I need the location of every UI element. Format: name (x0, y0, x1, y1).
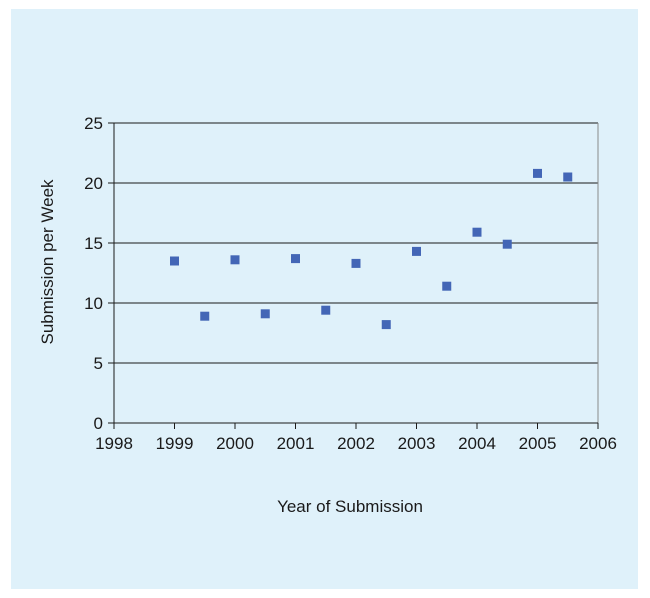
y-tick-labels: 0 5 10 15 20 25 (84, 114, 103, 433)
x-tick-label-2003: 2003 (398, 434, 436, 453)
y-tick-label-0: 0 (94, 414, 103, 433)
plot-area (114, 123, 598, 423)
data-point-3 (230, 255, 240, 265)
chart-panel: 0 5 10 15 20 25 1998 1999 2000 2001 2002 2003 2004 2… (11, 9, 638, 589)
x-tick-label-2006: 2006 (579, 434, 617, 453)
data-point-1 (170, 256, 179, 266)
x-tick-label-2005: 2005 (519, 434, 557, 453)
data-point-4 (260, 309, 270, 319)
x-tick-label-2000: 2000 (216, 434, 254, 453)
scatter-chart: 0 5 10 15 20 25 1998 1999 2000 2001 2002 2003 2004 2… (38, 114, 617, 516)
x-tick-label-1998: 1998 (95, 434, 133, 453)
data-point-5 (291, 254, 300, 264)
y-tick-label-10: 10 (84, 294, 103, 313)
x-tick-label-2001: 2001 (277, 434, 315, 453)
y-axis-title: Submission per Week (38, 179, 57, 345)
x-axis-title: Year of Submission (277, 497, 423, 516)
y-tick-label-15: 15 (84, 234, 103, 253)
data-point-2 (200, 311, 210, 321)
x-tick-labels: 1998 1999 2000 2001 2002 2003 2004 2005 2006 (95, 434, 617, 453)
data-points (170, 168, 573, 330)
axes (108, 122, 599, 429)
y-tick-label-20: 20 (84, 174, 103, 193)
gridlines (114, 122, 598, 364)
x-tick-label-1999: 1999 (156, 434, 194, 453)
data-point-7 (351, 258, 361, 268)
data-point-13 (533, 168, 542, 178)
y-tick-label-25: 25 (84, 114, 103, 133)
data-point-12 (502, 239, 512, 249)
x-tick-label-2004: 2004 (458, 434, 496, 453)
data-point-8 (381, 320, 391, 330)
data-point-10 (442, 281, 452, 291)
data-point-14 (563, 172, 573, 182)
x-tick-label-2002: 2002 (337, 434, 375, 453)
data-point-9 (412, 246, 421, 256)
plot-background (114, 123, 598, 423)
data-point-6 (321, 305, 331, 315)
data-point-11 (472, 227, 482, 237)
y-tick-label-5: 5 (94, 354, 103, 373)
